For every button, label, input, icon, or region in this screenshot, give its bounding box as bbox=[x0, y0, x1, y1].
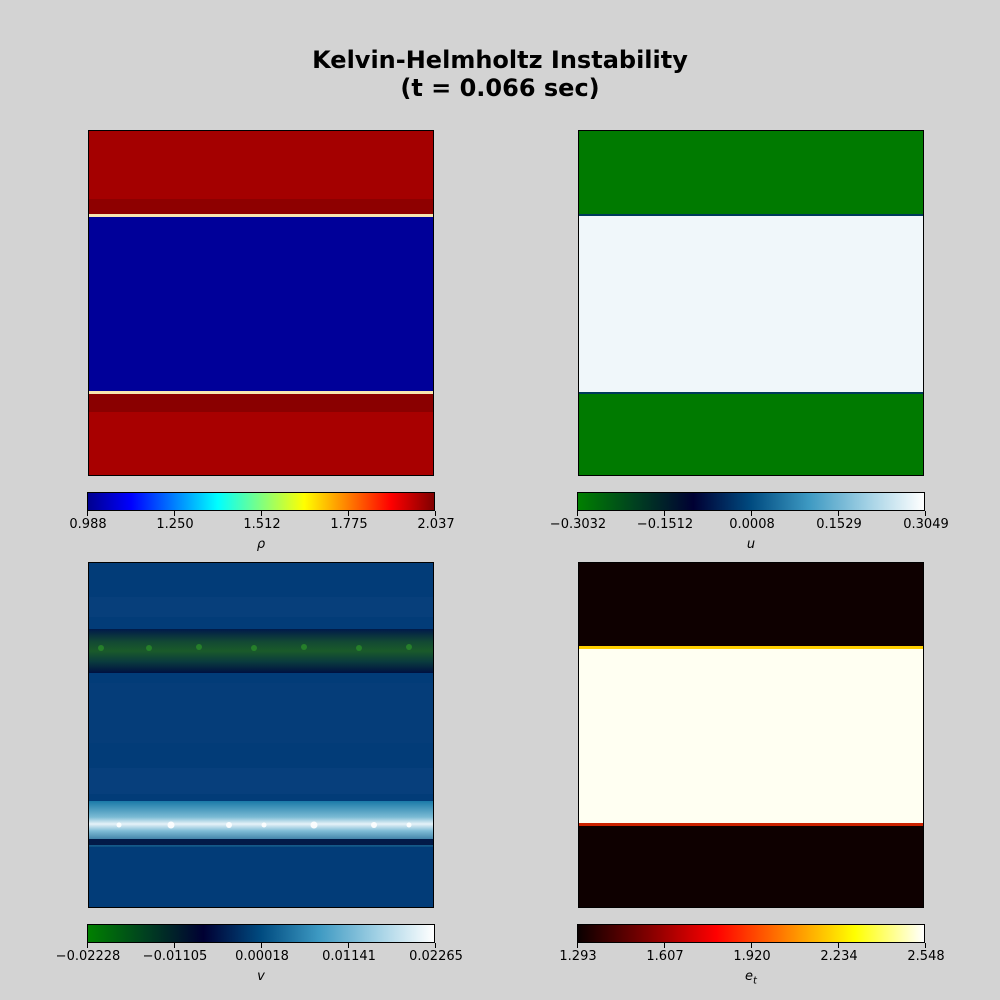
v-heatmap bbox=[88, 562, 434, 908]
u-tick-label: −0.1512 bbox=[636, 517, 694, 532]
rho-middle-band bbox=[89, 217, 433, 391]
u-tick-label: −0.3032 bbox=[549, 517, 607, 532]
rho-tick bbox=[261, 511, 262, 516]
v-tick-label: −0.01105 bbox=[142, 949, 208, 964]
et-tick bbox=[577, 943, 578, 948]
v-tick bbox=[174, 943, 175, 948]
u-tick-label: 0.1529 bbox=[816, 517, 862, 532]
rho-tick-label: 1.775 bbox=[330, 517, 368, 532]
u-colorbar bbox=[577, 492, 925, 511]
rho-bottom-shadow bbox=[89, 394, 433, 412]
rho-colorbar bbox=[87, 492, 435, 511]
et-middle-band bbox=[579, 649, 923, 824]
rho-top-layer bbox=[89, 131, 433, 199]
v-tick bbox=[348, 943, 349, 948]
et-colorbar bbox=[577, 924, 925, 943]
v-colorbar bbox=[87, 924, 435, 943]
u-top-interface bbox=[579, 214, 923, 216]
rho-tick-label: 1.512 bbox=[243, 517, 281, 532]
u-bottom-interface bbox=[579, 392, 923, 394]
v-bottom-dark-line bbox=[89, 839, 433, 845]
et-tick-label: 2.234 bbox=[820, 949, 858, 964]
et-tick bbox=[664, 943, 665, 948]
v-top-shear-band bbox=[89, 629, 433, 673]
v-faint-band-2 bbox=[89, 683, 433, 743]
et-tick-label: 1.920 bbox=[733, 949, 771, 964]
rho-tick-label: 0.988 bbox=[69, 517, 107, 532]
u-tick bbox=[664, 511, 665, 516]
et-tick-label: 2.548 bbox=[907, 949, 945, 964]
u-tick-label: 0.3049 bbox=[903, 517, 949, 532]
et-top-layer bbox=[579, 563, 923, 647]
u-colorbar-label: u bbox=[746, 537, 756, 552]
v-faint-band-1 bbox=[89, 597, 433, 617]
et-label-main: e bbox=[745, 969, 754, 984]
v-faint-band-3 bbox=[89, 768, 433, 794]
et-tick-label: 1.293 bbox=[559, 949, 597, 964]
v-colorbar-label: v bbox=[257, 969, 265, 984]
et-tick-label: 1.607 bbox=[646, 949, 684, 964]
v-tick bbox=[261, 943, 262, 948]
rho-bottom-interface bbox=[89, 391, 433, 394]
rho-tick-label: 1.250 bbox=[156, 517, 194, 532]
u-heatmap bbox=[578, 130, 924, 476]
u-top-layer bbox=[579, 131, 923, 215]
figure-title-line1: Kelvin-Helmholtz Instability bbox=[312, 46, 688, 74]
et-tick bbox=[838, 943, 839, 948]
rho-tick-label: 2.037 bbox=[417, 517, 455, 532]
rho-colorbar-label: ρ bbox=[256, 537, 266, 552]
et-label-sub: t bbox=[753, 975, 757, 987]
et-top-interface bbox=[579, 646, 923, 649]
v-tick bbox=[435, 943, 436, 948]
rho-top-shadow bbox=[89, 199, 433, 215]
et-bottom-layer bbox=[579, 826, 923, 907]
u-middle-band bbox=[579, 216, 923, 392]
v-tick-label: 0.02265 bbox=[409, 949, 463, 964]
v-tick-label: −0.02228 bbox=[55, 949, 121, 964]
et-tick bbox=[925, 943, 926, 948]
u-tick-label: 0.0008 bbox=[729, 517, 775, 532]
et-bottom-interface bbox=[579, 823, 923, 826]
figure-title-line2: (t = 0.066 sec) bbox=[400, 74, 600, 102]
rho-tick bbox=[87, 511, 88, 516]
u-tick bbox=[925, 511, 926, 516]
v-green-spots bbox=[98, 644, 412, 651]
rho-bottom-layer bbox=[89, 412, 433, 475]
v-tick-label: 0.01141 bbox=[322, 949, 376, 964]
v-tick bbox=[87, 943, 88, 948]
et-tick bbox=[751, 943, 752, 948]
rho-tick bbox=[348, 511, 349, 516]
v-bright-spots bbox=[116, 821, 412, 829]
u-bottom-layer bbox=[579, 394, 923, 475]
u-tick bbox=[838, 511, 839, 516]
u-tick bbox=[751, 511, 752, 516]
et-colorbar-label: et bbox=[745, 969, 757, 987]
et-heatmap bbox=[578, 562, 924, 908]
v-tick-label: 0.00018 bbox=[235, 949, 289, 964]
rho-top-interface bbox=[89, 214, 433, 217]
rho-heatmap bbox=[88, 130, 434, 476]
rho-tick bbox=[174, 511, 175, 516]
u-tick bbox=[577, 511, 578, 516]
rho-tick bbox=[435, 511, 436, 516]
